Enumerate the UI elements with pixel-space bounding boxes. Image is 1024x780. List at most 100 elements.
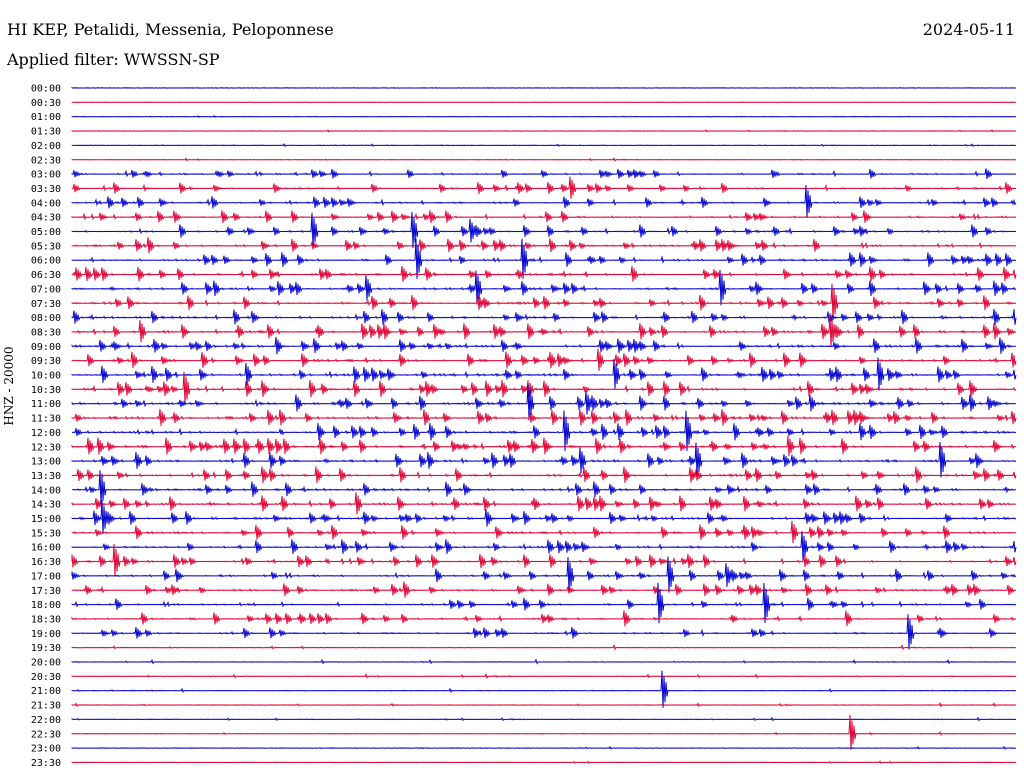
trace-line-1600 [71,531,1017,561]
tick-label-0430: 04:30 [31,213,61,224]
tick-label-1530: 15:30 [31,528,61,539]
trace-line-0200 [71,142,1017,148]
tick-label-0300: 03:00 [31,170,61,181]
trace-line-1130 [71,409,1017,426]
tick-label-1930: 19:30 [31,643,61,654]
tick-label-1000: 10:00 [31,371,61,382]
tick-label-1630: 16:30 [31,557,61,568]
tick-label-0700: 07:00 [31,284,61,295]
time-tick-labels: 00:00 00:30 01:00 01:30 02:00 02:30 03:00 03:30… [31,84,61,769]
trace-line-2000 [71,658,1017,665]
trace-line-0830 [71,314,1017,348]
trace-line-0030 [71,101,1017,104]
trace-line-0900 [71,336,1016,355]
trace-line-2200 [71,716,1017,722]
tick-label-1330: 13:30 [31,471,61,482]
tick-label-0600: 06:00 [31,256,61,267]
tick-label-2330: 23:30 [31,758,61,769]
trace-line-0700 [71,269,1017,306]
tick-label-2230: 22:30 [31,729,61,740]
filter-label: Applied filter: WWSSN-SP [7,50,220,69]
tick-label-2100: 21:00 [31,686,61,697]
trace-line-2330 [71,760,1017,765]
record-date: 2024-05-11 [922,20,1015,39]
trace-line-0500 [71,212,1017,249]
trace-line-2100 [71,670,1017,708]
trace-line-0000 [71,86,1017,89]
tick-label-1230: 12:30 [31,442,61,453]
trace-line-2130 [71,701,1017,708]
trace-line-1300 [71,442,1017,478]
tick-label-0900: 09:00 [31,342,61,353]
trace-line-1000 [71,357,1017,391]
trace-line-1930 [71,643,1017,651]
trace-line-0730 [71,283,1017,321]
tick-label-1700: 17:00 [31,571,61,582]
trace-line-0930 [71,348,1017,371]
tick-label-0200: 02:00 [31,141,61,152]
station-title: HI KEP, Petalidi, Messenia, Peloponnese [7,20,334,39]
trace-line-1330 [71,466,1017,484]
tick-label-1200: 12:00 [31,428,61,439]
tick-label-0930: 09:30 [31,356,61,367]
trace-line-1030 [71,371,1017,405]
tick-label-1430: 14:30 [31,500,61,511]
tick-label-0530: 05:30 [31,241,61,252]
tick-label-1600: 16:00 [31,543,61,554]
trace-line-0230 [71,157,1017,162]
tick-label-1300: 13:00 [31,457,61,468]
trace-line-1800 [71,582,1017,624]
tick-label-1830: 18:30 [31,614,61,625]
tick-label-1730: 17:30 [31,586,61,597]
tick-label-0630: 06:30 [31,270,61,281]
trace-line-2300 [71,745,1016,750]
tick-label-0030: 00:30 [31,98,61,109]
tick-label-0330: 03:30 [31,184,61,195]
tick-label-2200: 22:00 [31,715,61,726]
trace-line-0300 [71,168,1017,180]
tick-label-0230: 02:30 [31,155,61,166]
trace-line-1200 [72,410,1017,452]
trace-line-0330 [71,176,1017,199]
tick-label-1030: 10:30 [31,385,61,396]
trace-line-1400 [72,470,1016,507]
trace-line-1430 [71,492,1017,515]
trace-line-1100 [71,384,1017,421]
trace-line-0130 [71,129,1017,133]
tick-label-1100: 11:00 [31,399,61,410]
trace-line-0400 [71,185,1017,218]
trace-line-1700 [71,556,1017,593]
tick-label-2000: 20:00 [31,658,61,669]
trace-line-1530 [71,520,1017,544]
trace-line-0800 [71,308,1017,326]
tick-label-0100: 01:00 [31,112,61,123]
trace-line-0430 [71,210,1017,224]
tick-label-1500: 15:00 [31,514,61,525]
tick-label-1400: 14:00 [31,485,61,496]
trace-line-0100 [71,115,1017,119]
trace-line-2030 [71,672,1017,679]
trace-line-0600 [71,238,1017,279]
trace-line-2230 [71,714,1017,750]
tick-label-2130: 21:30 [31,701,61,712]
tick-label-0500: 05:00 [31,227,61,238]
trace-lines [71,86,1017,765]
tick-label-0800: 08:00 [31,313,61,324]
trace-line-1630 [71,543,1017,577]
trace-line-1730 [71,581,1017,598]
tick-label-0830: 08:30 [31,327,61,338]
tick-label-0730: 07:30 [31,299,61,310]
trace-line-1900 [71,614,1017,650]
tick-label-1130: 11:30 [31,414,61,425]
tick-label-2300: 23:00 [31,744,61,755]
trace-line-0530 [71,237,1017,254]
trace-line-1500 [71,500,1017,534]
trace-line-1830 [71,610,1017,627]
tick-label-1800: 18:00 [31,600,61,611]
tick-label-2030: 20:30 [31,672,61,683]
tick-label-0000: 00:00 [31,84,61,95]
trace-line-0630 [71,265,1017,282]
trace-line-1230 [71,435,1017,457]
tick-label-1900: 19:00 [31,629,61,640]
